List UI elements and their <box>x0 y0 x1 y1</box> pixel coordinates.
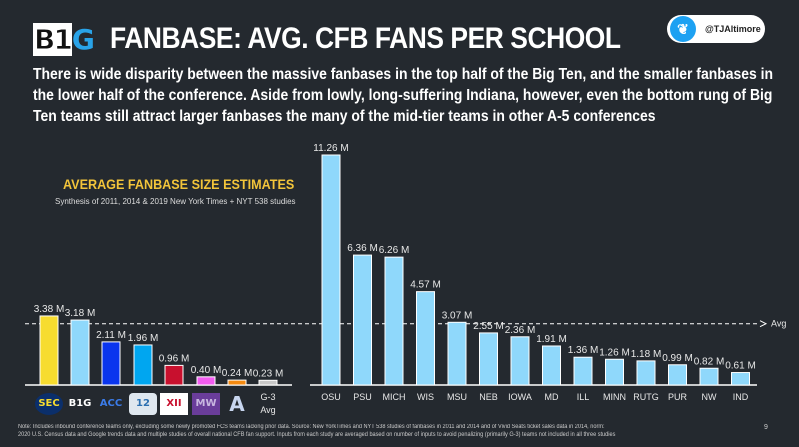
footnote-line-2: 2020 U.S. Census data and Google trends … <box>18 432 616 438</box>
bar-big-ten <box>70 319 90 386</box>
data-label: 0.40 M <box>191 365 222 376</box>
bar-big-12 <box>164 364 184 386</box>
data-label: 2.36 M <box>505 325 536 336</box>
bar-sec <box>39 315 59 386</box>
bar-acc <box>101 341 121 386</box>
bar-ill <box>573 356 593 386</box>
bar-osu <box>321 154 341 386</box>
acc-logo: ACC <box>99 398 123 409</box>
twitter-bird-icon: ❦ <box>670 16 696 42</box>
bar-wis <box>416 291 435 386</box>
data-label: 2.11 M <box>96 330 126 341</box>
bar-pac-12 <box>133 344 153 386</box>
category-label: Avg <box>260 405 275 415</box>
twitter-badge[interactable]: ❦ @TJAltimore <box>667 15 765 43</box>
arrow-icon <box>759 320 768 328</box>
bar-psu <box>353 254 372 386</box>
bar-neb <box>479 332 498 386</box>
page-number: 9 <box>764 424 768 431</box>
page-title: FANBASE: AVG. CFB FANS PER SCHOOL <box>110 22 621 55</box>
page-subtitle: There is wide disparity between the mass… <box>33 66 774 125</box>
bar-msu <box>447 321 467 386</box>
data-label: 0.99 M <box>662 353 693 364</box>
data-label: 3.38 M <box>34 304 65 315</box>
sec-logo: SEC <box>35 393 63 415</box>
mountain-west-logo: MW <box>192 393 220 415</box>
data-label: 0.61 M <box>725 361 756 372</box>
data-label: 6.36 M <box>347 243 378 254</box>
data-label: 4.57 M <box>410 280 441 291</box>
bar-minn <box>605 358 624 386</box>
bar-nw <box>699 367 719 386</box>
data-label: 3.18 M <box>65 308 96 319</box>
category-label: MICH <box>383 392 406 402</box>
data-label: 0.24 M <box>222 368 253 379</box>
category-label: MINN <box>603 392 626 402</box>
data-label: 0.82 M <box>694 356 725 367</box>
bar-rutg <box>636 360 656 386</box>
bar-md <box>542 345 561 386</box>
bar-mich <box>384 256 404 386</box>
big-ten-logo: B1G <box>68 398 92 409</box>
twitter-handle: @TJAltimore <box>705 24 761 34</box>
bar-iowa <box>510 336 530 386</box>
logo-b1: B1 <box>33 23 73 56</box>
category-label: G-3 <box>260 392 275 402</box>
data-label: 1.96 M <box>128 333 159 344</box>
data-label: 1.26 M <box>599 347 630 358</box>
footnote: Note: Includes inbound conference teams … <box>18 423 615 439</box>
data-label: 6.26 M <box>379 245 410 256</box>
data-label: 1.91 M <box>536 334 567 345</box>
category-label: NW <box>702 392 717 402</box>
average-label: Avg <box>771 319 786 329</box>
category-label: OSU <box>321 392 341 402</box>
data-label: 0.96 M <box>159 353 190 364</box>
chart-subtitle: Synthesis of 2011, 2014 & 2019 New York … <box>55 197 296 206</box>
logo-g: G <box>71 23 95 56</box>
data-label: 0.23 M <box>253 368 284 379</box>
category-label: IND <box>733 392 749 402</box>
category-label: IOWA <box>508 392 532 402</box>
category-label: MSU <box>447 392 467 402</box>
footnote-line-1: Note: Includes inbound conference teams … <box>18 424 605 430</box>
data-label: 1.36 M <box>568 345 599 356</box>
chart-title: AVERAGE FANBASE SIZE ESTIMATES <box>63 176 295 192</box>
bar-g-3-avg <box>258 379 278 386</box>
big-ten-logo: B1G <box>33 23 95 56</box>
category-label: RUTG <box>633 392 659 402</box>
bar-pur <box>668 364 687 386</box>
category-label: WIS <box>417 392 434 402</box>
data-label: 3.07 M <box>442 310 473 321</box>
data-label: 11.26 M <box>313 143 348 154</box>
pac-12-logo: 12 <box>129 393 157 415</box>
data-label: 1.18 M <box>631 349 662 360</box>
category-label: MD <box>545 392 559 402</box>
bar-mountain-west <box>196 376 216 386</box>
category-label: PSU <box>353 392 372 402</box>
category-label: ILL <box>577 392 590 402</box>
bar-aac <box>227 379 247 386</box>
category-label: PUR <box>668 392 688 402</box>
category-label: NEB <box>479 392 498 402</box>
bar-ind <box>731 372 750 386</box>
big-12-logo: XII <box>160 393 188 415</box>
aac-logo: A <box>229 392 245 416</box>
data-label: 2.55 M <box>473 321 504 332</box>
